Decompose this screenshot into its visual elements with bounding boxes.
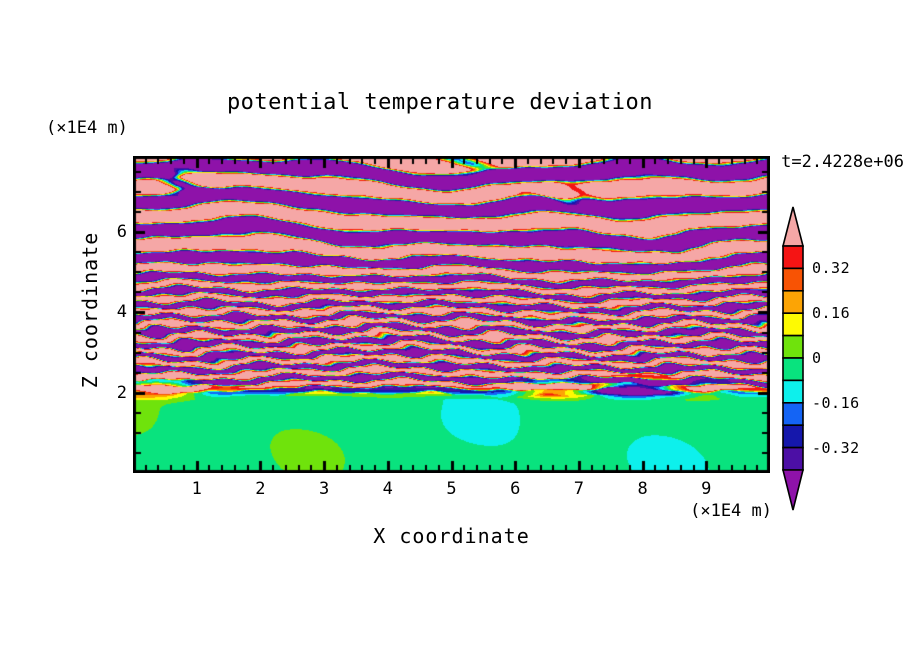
y-axis-unit-label: (×1E4 m): [46, 118, 128, 138]
x-tick-label: 1: [191, 479, 202, 499]
x-axis-unit-label: (×1E4 m): [690, 501, 772, 521]
colorbar: [780, 205, 806, 515]
plot-title: potential temperature deviation: [226, 90, 654, 115]
y-tick-label: 6: [116, 222, 127, 243]
x-tick-label: 2: [255, 479, 266, 499]
y-tick-label: 4: [116, 302, 127, 323]
colorbar-label: 0.32: [812, 259, 851, 278]
colorbar-scale-icon: [781, 206, 805, 511]
x-tick-label: 8: [637, 479, 648, 499]
x-axis-title: X coordinate: [373, 524, 530, 548]
x-tick-label: 9: [701, 479, 712, 499]
x-tick-label: 5: [446, 479, 457, 499]
x-tick-label: 6: [510, 479, 521, 499]
colorbar-label: -0.32: [812, 438, 860, 457]
x-tick-label: 4: [382, 479, 393, 499]
y-axis-title: Z coordinate: [78, 231, 102, 389]
x-tick-label: 3: [318, 479, 330, 499]
y-tick-label: 2: [116, 382, 127, 403]
colorbar-label: 0.16: [812, 304, 851, 323]
colorbar-label: 0: [812, 349, 822, 367]
timestamp-label: t=2.4228e+06: [781, 152, 904, 172]
colorbar-label: -0.16: [812, 393, 860, 412]
heatmap-plot-area: [133, 156, 770, 473]
heatmap-canvas: [133, 156, 770, 473]
x-tick-label: 7: [573, 479, 585, 499]
